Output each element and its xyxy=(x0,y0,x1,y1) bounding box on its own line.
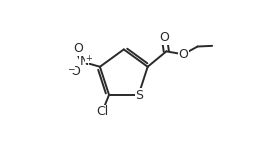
Text: +: + xyxy=(85,54,92,63)
Text: O: O xyxy=(159,31,169,44)
Text: S: S xyxy=(135,89,143,102)
Text: O: O xyxy=(70,65,80,78)
Text: −: − xyxy=(67,64,74,73)
Text: O: O xyxy=(73,42,83,55)
Text: O: O xyxy=(178,48,188,61)
Text: Cl: Cl xyxy=(96,105,108,118)
Text: N: N xyxy=(79,55,89,68)
